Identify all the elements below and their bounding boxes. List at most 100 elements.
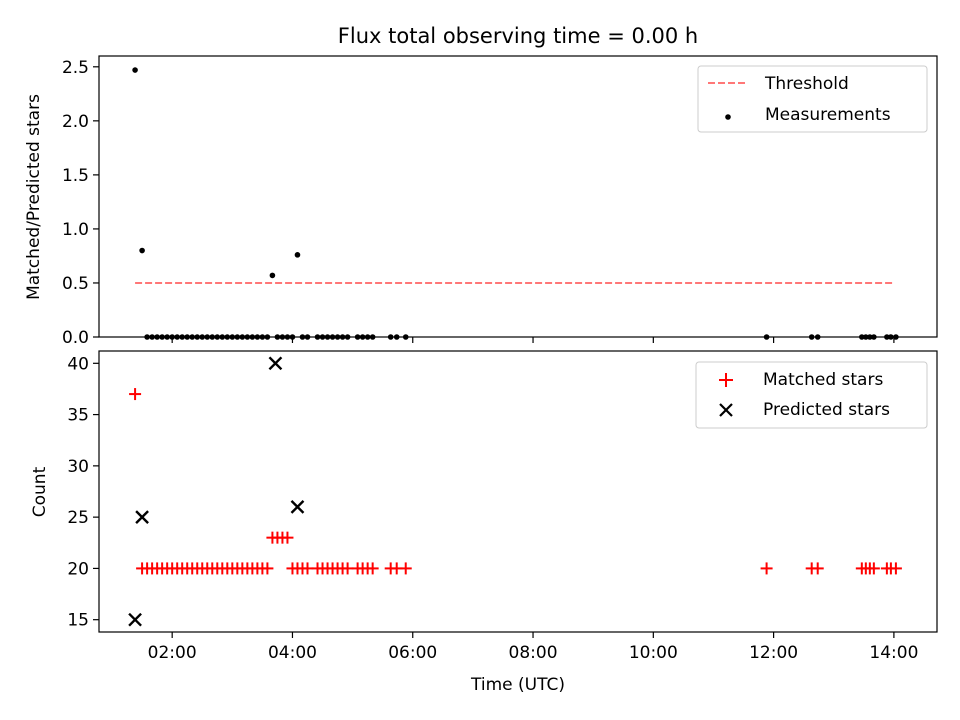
measurement-point — [279, 334, 286, 340]
measurement-point — [224, 334, 231, 340]
legend-threshold-label: Threshold — [764, 74, 849, 94]
legend-predicted-swatch — [719, 403, 733, 417]
measurement-point — [863, 334, 869, 340]
top-series — [132, 67, 899, 340]
x-tick-label: 14:00 — [869, 643, 918, 663]
measurement-point — [867, 334, 873, 340]
measurement-point — [871, 334, 877, 340]
legend-measurements-label: Measurements — [765, 105, 891, 125]
measurement-point — [304, 334, 311, 340]
x-tick-label: 06:00 — [388, 643, 437, 663]
top-legend-box — [697, 65, 928, 133]
measurement-point — [289, 334, 296, 340]
matched-stars-point — [301, 562, 314, 575]
y-tick-label: 1.5 — [62, 166, 89, 186]
measurement-point — [763, 334, 770, 340]
y-tick-label: 30 — [67, 457, 89, 477]
bottom-legend: Matched stars Predicted stars — [695, 361, 928, 429]
y-tick-label: 25 — [67, 508, 89, 528]
measurement-point — [219, 334, 226, 340]
measurement-point — [859, 334, 865, 340]
legend-measurements-swatch — [725, 114, 731, 120]
bottom-chart: Count Time (UTC) 15 20 25 30 35 40 02:00 04:00… — [30, 350, 938, 695]
measurement-point — [402, 334, 409, 340]
measurement-point — [354, 334, 361, 340]
y-tick-label: 15 — [67, 611, 89, 631]
top-legend: Threshold Measurements — [697, 65, 928, 133]
bottom-legend-box — [695, 361, 928, 429]
measurement-point — [339, 334, 346, 340]
matched-stars-point — [366, 562, 379, 575]
measurement-point — [189, 334, 196, 340]
bottom-plot-area — [98, 350, 938, 633]
bottom-y-axis-label: Count — [30, 466, 50, 517]
predicted-stars-point — [268, 356, 283, 371]
measurement-point — [214, 334, 221, 340]
measurement-point — [159, 334, 165, 340]
measurement-point — [294, 252, 301, 258]
predicted-stars-point — [290, 500, 305, 514]
measurement-point — [199, 334, 206, 340]
matched-stars-point — [760, 562, 773, 575]
measurement-point — [299, 334, 306, 340]
top-y-axis-label: Matched/Predicted stars — [24, 94, 44, 300]
measurement-point — [154, 334, 160, 340]
x-tick-label: 04:00 — [268, 643, 317, 663]
y-tick-label: 20 — [67, 559, 89, 579]
measurement-point — [364, 334, 371, 340]
matched-stars-point — [867, 562, 880, 575]
measurement-point — [814, 334, 821, 340]
measurement-point — [139, 247, 145, 254]
measurement-point — [359, 334, 366, 340]
measurement-point — [284, 334, 291, 340]
measurement-point — [269, 272, 276, 279]
measurement-point — [893, 334, 899, 340]
x-tick-label: 02:00 — [148, 643, 197, 663]
measurement-point — [239, 334, 246, 340]
matched-stars-point — [129, 388, 142, 401]
matched-stars-point — [281, 531, 294, 544]
matched-stars-point — [261, 562, 274, 575]
y-tick-label: 35 — [67, 406, 89, 426]
y-tick-label: 40 — [67, 354, 89, 374]
measurement-point — [132, 67, 138, 73]
measurement-point — [393, 334, 400, 340]
measurement-point — [344, 334, 351, 340]
top-plot-area — [98, 55, 938, 338]
measurement-point — [884, 334, 890, 340]
top-y-ticks: 0.0 0.5 1.0 1.5 2.0 2.5 — [62, 58, 99, 348]
y-tick-label: 2.5 — [62, 58, 89, 78]
measurement-point — [174, 334, 180, 340]
measurement-point — [369, 334, 376, 340]
legend-matched-label: Matched stars — [763, 370, 883, 390]
measurement-point — [888, 334, 894, 340]
legend-matched-swatch — [719, 373, 733, 387]
measurement-point — [387, 334, 394, 340]
measurement-point — [149, 334, 155, 340]
measurement-point — [179, 334, 185, 340]
measurement-point — [209, 334, 216, 340]
measurement-point — [184, 334, 191, 340]
measurement-point — [169, 334, 175, 340]
measurement-point — [319, 334, 326, 340]
top-chart: Flux total observing time = 0.00 h Match… — [24, 24, 938, 348]
measurement-point — [144, 334, 150, 340]
measurement-point — [334, 334, 341, 340]
predicted-stars-point — [135, 510, 149, 524]
measurement-point — [314, 334, 321, 340]
y-tick-label: 0.5 — [62, 274, 89, 294]
bottom-series — [128, 356, 902, 627]
measurement-point — [204, 334, 211, 340]
measurement-point — [229, 334, 236, 340]
bottom-x-axis-label: Time (UTC) — [470, 675, 565, 695]
measurement-point — [164, 334, 170, 340]
matched-stars-point — [811, 562, 824, 575]
measurement-point — [808, 334, 815, 340]
measurement-point — [259, 334, 266, 340]
measurement-point — [329, 334, 336, 340]
measurement-point — [249, 334, 256, 340]
y-tick-label: 1.0 — [62, 220, 89, 240]
measurement-point — [234, 334, 241, 340]
bottom-y-ticks: 15 20 25 30 35 40 — [67, 354, 99, 631]
